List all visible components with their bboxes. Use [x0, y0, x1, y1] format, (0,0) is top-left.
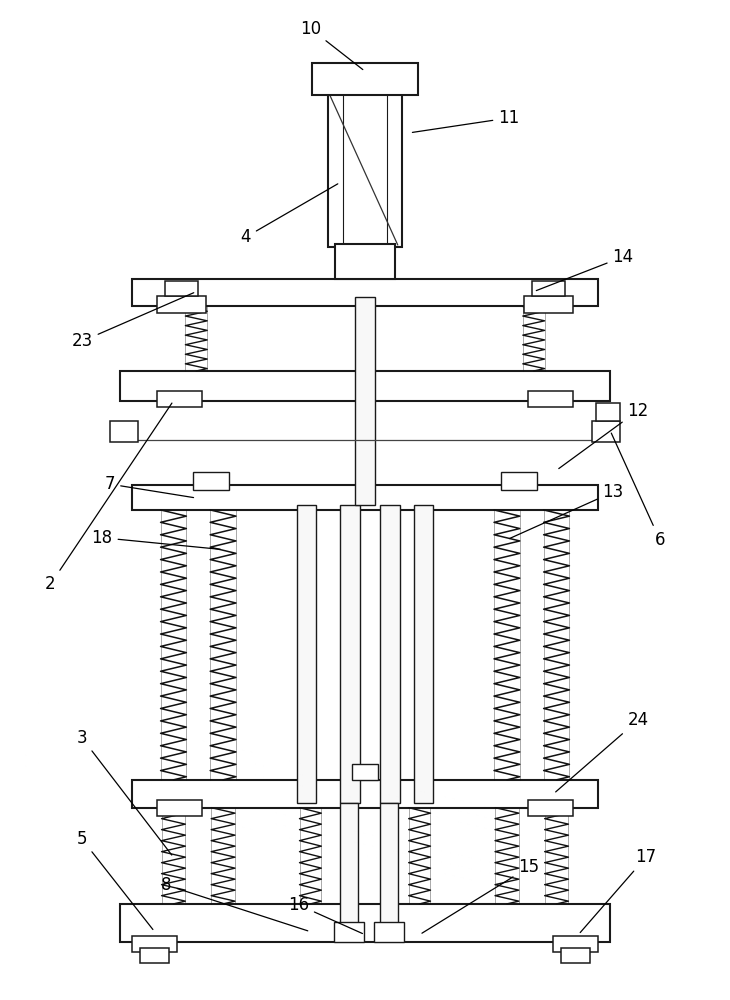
Bar [553, 936, 598, 952]
Text: 17: 17 [580, 848, 656, 933]
Text: 10: 10 [300, 20, 363, 70]
Text: 2: 2 [45, 403, 172, 593]
Bar [561, 948, 591, 963]
Bar [340, 803, 358, 937]
Bar [334, 922, 364, 942]
Bar [120, 371, 610, 401]
Bar [328, 93, 402, 247]
Bar [501, 472, 537, 490]
Bar [120, 904, 610, 942]
Text: 8: 8 [161, 876, 308, 931]
Bar [157, 800, 202, 816]
Bar [132, 936, 177, 952]
Text: 23: 23 [72, 293, 193, 350]
Bar [531, 281, 566, 296]
Bar [132, 780, 598, 808]
Bar [380, 803, 398, 937]
Bar [352, 764, 378, 780]
Bar [528, 800, 573, 816]
Text: 15: 15 [422, 858, 539, 933]
Text: 6: 6 [611, 433, 665, 549]
Text: 12: 12 [558, 402, 648, 469]
Bar [528, 391, 573, 407]
Text: 4: 4 [241, 184, 338, 246]
Text: 18: 18 [91, 529, 220, 549]
Bar [414, 505, 434, 803]
Text: 7: 7 [104, 475, 193, 498]
Text: 5: 5 [77, 830, 153, 930]
Text: 24: 24 [556, 711, 648, 792]
Bar [380, 505, 400, 803]
Bar [592, 421, 620, 442]
Bar [164, 281, 199, 296]
Bar [374, 922, 404, 942]
Text: 3: 3 [77, 729, 172, 855]
Bar [335, 244, 395, 279]
Bar [132, 485, 598, 510]
Text: 11: 11 [412, 109, 520, 132]
Bar [157, 296, 206, 313]
Text: 14: 14 [537, 248, 634, 291]
Bar [139, 948, 169, 963]
Text: 13: 13 [510, 483, 623, 539]
Bar [193, 472, 229, 490]
Bar [596, 403, 620, 421]
Bar [157, 391, 202, 407]
Bar [524, 296, 573, 313]
Text: 16: 16 [288, 896, 363, 934]
Bar [132, 279, 598, 306]
Bar [340, 505, 360, 803]
Bar [296, 505, 316, 803]
Bar [110, 421, 138, 442]
Bar [312, 63, 418, 95]
Bar [355, 297, 375, 505]
